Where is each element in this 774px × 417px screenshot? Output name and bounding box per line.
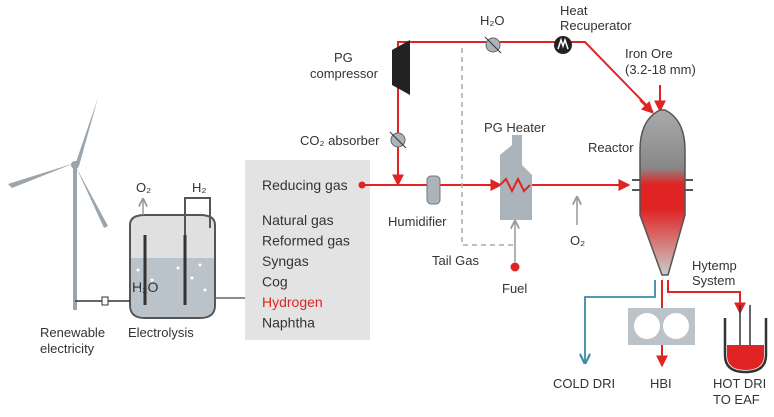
renewable-label: electricity [40, 341, 95, 356]
gas-item: Syngas [262, 253, 309, 269]
gas-box-title: Reducing gas [262, 177, 348, 193]
tail-gas-label: Tail Gas [432, 253, 479, 268]
gas-box [245, 160, 370, 340]
cold-dri-label: COLD DRI [553, 376, 615, 391]
compressor [392, 40, 410, 95]
recuperator [554, 36, 572, 54]
o2-label: O₂ [136, 180, 151, 195]
hytemp-label: Hytemp [692, 258, 737, 273]
outputs [585, 280, 768, 374]
gas-item: Hydrogen [262, 294, 323, 310]
reactor-label: Reactor [588, 140, 634, 155]
o2-label: O₂ [570, 233, 585, 248]
electrolyser [75, 197, 254, 319]
pg-heater-label: PG Heater [484, 120, 546, 135]
gas-item: Reformed gas [262, 233, 350, 249]
pg-heater [499, 135, 532, 220]
iron-ore-label: Iron Ore [625, 46, 673, 61]
electrolysis-label: Electrolysis [128, 325, 194, 340]
heat-recuperator-label: Recuperator [560, 18, 632, 33]
gas-item: Natural gas [262, 212, 334, 228]
co2-label: CO₂ absorber [300, 133, 380, 148]
process-lines [358, 41, 666, 272]
pg-compressor-label: compressor [310, 66, 379, 81]
fuel-label: Fuel [502, 281, 527, 296]
humidifier [426, 175, 441, 205]
hot-dri-label: TO EAF [713, 392, 760, 407]
h2o-valve [484, 36, 502, 54]
wind-turbine [8, 98, 108, 310]
gas-item: Cog [262, 274, 288, 290]
iron-ore-label: (3.2-18 mm) [625, 62, 696, 77]
reactor [632, 109, 693, 276]
gas-list: Natural gas Reformed gas Syngas Cog Hydrogen… [262, 212, 350, 331]
gas-item: Naphtha [262, 315, 315, 331]
pg-compressor-label: PG [334, 50, 353, 65]
humidifier-label: Humidifier [388, 214, 447, 229]
hytemp-label: System [692, 273, 735, 288]
h2o-label: H₂O [132, 279, 159, 295]
co2-valve [389, 131, 407, 149]
hot-dri-label: HOT DRI [713, 376, 766, 391]
h2o-label: H₂O [480, 13, 505, 28]
h2-label: H₂ [192, 180, 206, 195]
heat-recuperator-label: Heat [560, 3, 588, 18]
renewable-label: Renewable [40, 325, 105, 340]
hbi-label: HBI [650, 376, 672, 391]
